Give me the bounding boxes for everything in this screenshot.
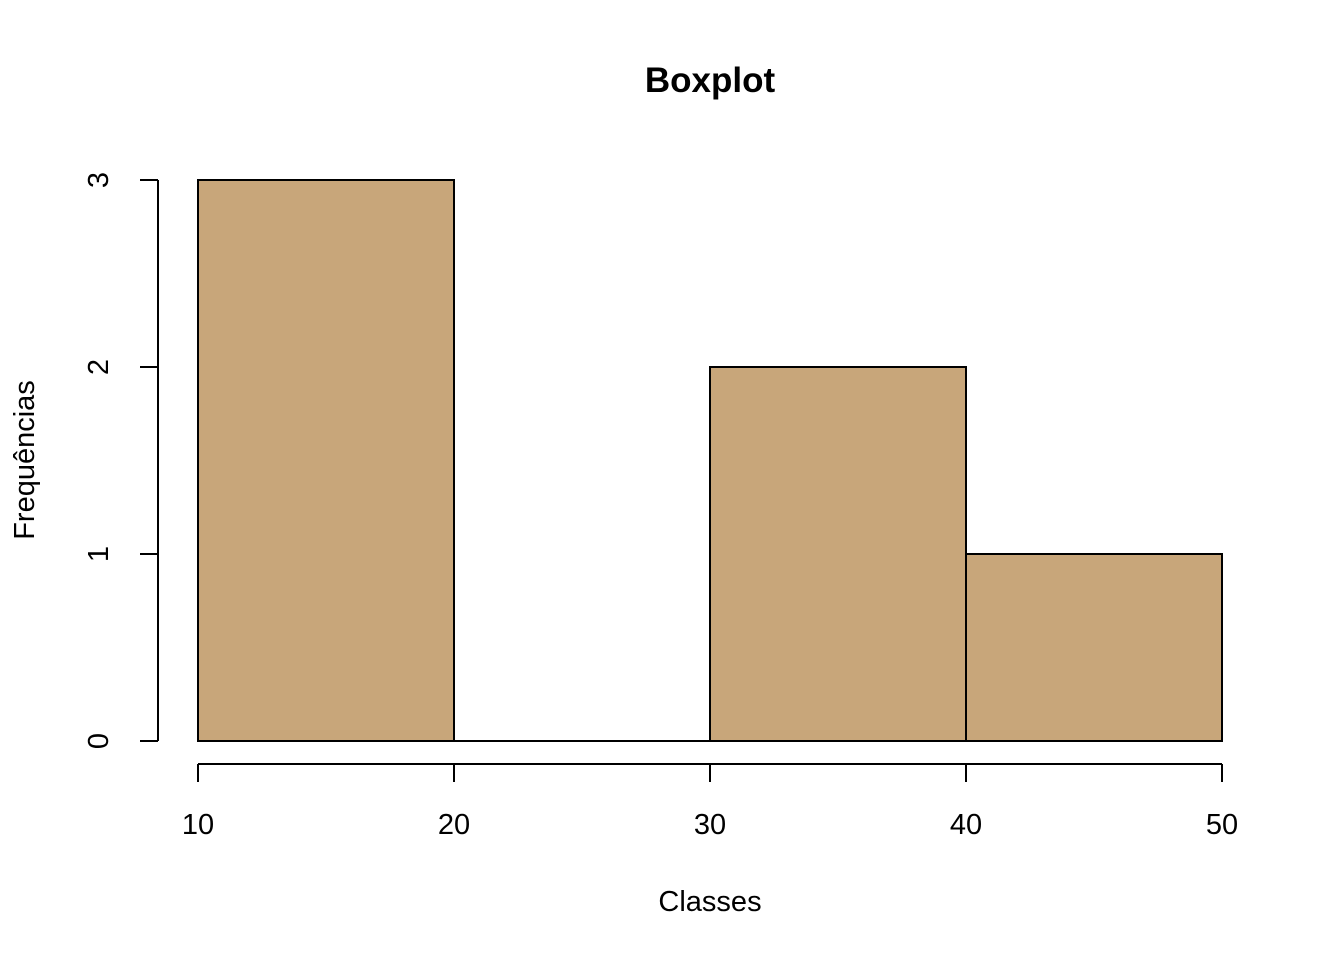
bar-2 bbox=[709, 366, 967, 742]
x-ticks-group: 10 20 30 40 50 bbox=[182, 764, 1238, 841]
x-tick-label-4: 50 bbox=[1206, 809, 1238, 841]
y-axis-title: Frequências bbox=[9, 380, 41, 540]
chart-title: Boxplot bbox=[645, 61, 776, 100]
x-tick-label-2: 30 bbox=[694, 809, 726, 841]
x-axis-title: Classes bbox=[658, 886, 761, 918]
y-tick-label-3: 3 bbox=[83, 172, 115, 188]
x-tick-label-0: 10 bbox=[182, 809, 214, 841]
bars-group bbox=[197, 179, 1223, 742]
y-tick-label-1: 1 bbox=[83, 546, 115, 562]
x-tick-label-3: 40 bbox=[950, 809, 982, 841]
bar-3 bbox=[965, 553, 1223, 742]
bar-0 bbox=[197, 179, 455, 742]
y-tick-label-2: 2 bbox=[83, 359, 115, 375]
y-tick-label-0: 0 bbox=[83, 733, 115, 749]
x-tick-label-1: 20 bbox=[438, 809, 470, 841]
y-ticks-group: 0 1 2 3 bbox=[83, 172, 158, 749]
